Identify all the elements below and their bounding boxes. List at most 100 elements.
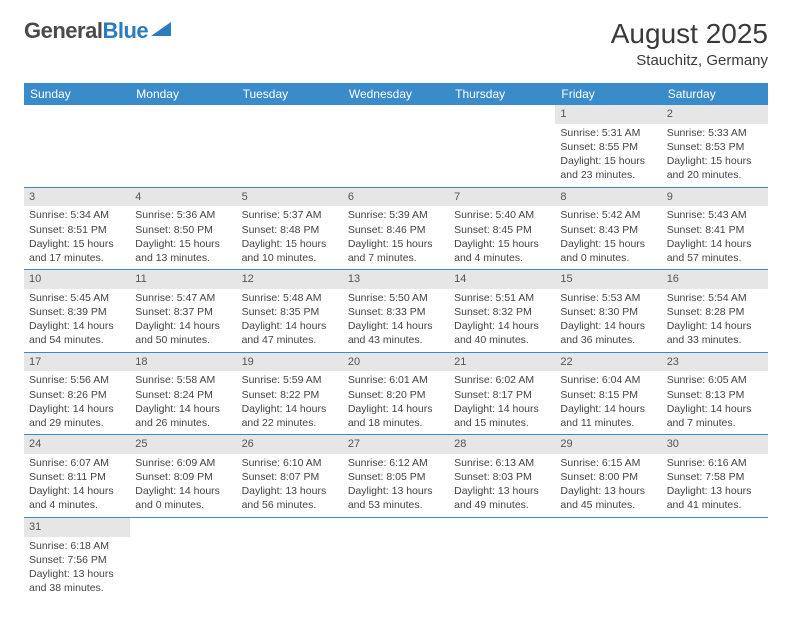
day-details: Sunrise: 5:33 AMSunset: 8:53 PMDaylight:… <box>662 124 768 187</box>
day-number: 24 <box>24 435 130 454</box>
day-number: 18 <box>130 353 236 372</box>
day-number: 7 <box>449 188 555 207</box>
sunset-line: Sunset: 8:51 PM <box>29 223 125 237</box>
title-block: August 2025 Stauchitz, Germany <box>611 18 768 69</box>
day-cell: 21Sunrise: 6:02 AMSunset: 8:17 PMDayligh… <box>449 352 555 435</box>
day-number: 27 <box>343 435 449 454</box>
day-number: 23 <box>662 353 768 372</box>
sunset-line: Sunset: 8:32 PM <box>454 305 550 319</box>
day-details: Sunrise: 6:07 AMSunset: 8:11 PMDaylight:… <box>24 454 130 517</box>
sunrise-line: Sunrise: 5:50 AM <box>348 291 444 305</box>
day-details: Sunrise: 5:51 AMSunset: 8:32 PMDaylight:… <box>449 289 555 352</box>
daylight-line: Daylight: 14 hours and 33 minutes. <box>667 319 763 347</box>
month-title: August 2025 <box>611 18 768 50</box>
calendar-row: 10Sunrise: 5:45 AMSunset: 8:39 PMDayligh… <box>24 270 768 353</box>
sunset-line: Sunset: 8:05 PM <box>348 470 444 484</box>
sunrise-line: Sunrise: 5:47 AM <box>135 291 231 305</box>
day-cell: 13Sunrise: 5:50 AMSunset: 8:33 PMDayligh… <box>343 270 449 353</box>
sunrise-line: Sunrise: 6:12 AM <box>348 456 444 470</box>
day-cell: 19Sunrise: 5:59 AMSunset: 8:22 PMDayligh… <box>237 352 343 435</box>
sunrise-line: Sunrise: 5:48 AM <box>242 291 338 305</box>
sunset-line: Sunset: 8:24 PM <box>135 388 231 402</box>
sunrise-line: Sunrise: 6:09 AM <box>135 456 231 470</box>
sunrise-line: Sunrise: 6:05 AM <box>667 373 763 387</box>
day-number: 21 <box>449 353 555 372</box>
day-number: 25 <box>130 435 236 454</box>
daylight-line: Daylight: 15 hours and 13 minutes. <box>135 237 231 265</box>
day-cell: 22Sunrise: 6:04 AMSunset: 8:15 PMDayligh… <box>555 352 661 435</box>
day-details: Sunrise: 6:16 AMSunset: 7:58 PMDaylight:… <box>662 454 768 517</box>
day-number: 9 <box>662 188 768 207</box>
day-cell: 8Sunrise: 5:42 AMSunset: 8:43 PMDaylight… <box>555 187 661 270</box>
day-cell: 1Sunrise: 5:31 AMSunset: 8:55 PMDaylight… <box>555 105 661 187</box>
sunrise-line: Sunrise: 6:16 AM <box>667 456 763 470</box>
day-details: Sunrise: 5:37 AMSunset: 8:48 PMDaylight:… <box>237 206 343 269</box>
daylight-line: Daylight: 14 hours and 54 minutes. <box>29 319 125 347</box>
day-details: Sunrise: 5:31 AMSunset: 8:55 PMDaylight:… <box>555 124 661 187</box>
day-details: Sunrise: 6:01 AMSunset: 8:20 PMDaylight:… <box>343 371 449 434</box>
daylight-line: Daylight: 15 hours and 4 minutes. <box>454 237 550 265</box>
sunrise-line: Sunrise: 6:04 AM <box>560 373 656 387</box>
day-number: 2 <box>662 105 768 124</box>
sunset-line: Sunset: 8:22 PM <box>242 388 338 402</box>
daylight-line: Daylight: 14 hours and 29 minutes. <box>29 402 125 430</box>
daylight-line: Daylight: 14 hours and 15 minutes. <box>454 402 550 430</box>
logo-text-2: Blue <box>102 18 148 44</box>
daylight-line: Daylight: 13 hours and 45 minutes. <box>560 484 656 512</box>
empty-cell <box>24 105 130 187</box>
calendar-table: SundayMondayTuesdayWednesdayThursdayFrid… <box>24 83 768 599</box>
daylight-line: Daylight: 13 hours and 38 minutes. <box>29 567 125 595</box>
weekday-header: Wednesday <box>343 83 449 105</box>
day-number: 10 <box>24 270 130 289</box>
sunset-line: Sunset: 8:00 PM <box>560 470 656 484</box>
day-details: Sunrise: 5:36 AMSunset: 8:50 PMDaylight:… <box>130 206 236 269</box>
weekday-header: Monday <box>130 83 236 105</box>
day-number: 26 <box>237 435 343 454</box>
day-details: Sunrise: 6:12 AMSunset: 8:05 PMDaylight:… <box>343 454 449 517</box>
sunrise-line: Sunrise: 5:34 AM <box>29 208 125 222</box>
day-details: Sunrise: 5:53 AMSunset: 8:30 PMDaylight:… <box>555 289 661 352</box>
daylight-line: Daylight: 14 hours and 18 minutes. <box>348 402 444 430</box>
empty-cell <box>237 517 343 599</box>
sunrise-line: Sunrise: 6:07 AM <box>29 456 125 470</box>
day-number: 20 <box>343 353 449 372</box>
daylight-line: Daylight: 15 hours and 23 minutes. <box>560 154 656 182</box>
sunrise-line: Sunrise: 5:54 AM <box>667 291 763 305</box>
day-cell: 25Sunrise: 6:09 AMSunset: 8:09 PMDayligh… <box>130 435 236 518</box>
day-number: 5 <box>237 188 343 207</box>
daylight-line: Daylight: 15 hours and 7 minutes. <box>348 237 444 265</box>
sunset-line: Sunset: 8:35 PM <box>242 305 338 319</box>
calendar-row: 24Sunrise: 6:07 AMSunset: 8:11 PMDayligh… <box>24 435 768 518</box>
empty-cell <box>130 105 236 187</box>
day-details: Sunrise: 6:10 AMSunset: 8:07 PMDaylight:… <box>237 454 343 517</box>
sunset-line: Sunset: 8:43 PM <box>560 223 656 237</box>
sunset-line: Sunset: 8:50 PM <box>135 223 231 237</box>
day-details: Sunrise: 5:58 AMSunset: 8:24 PMDaylight:… <box>130 371 236 434</box>
empty-cell <box>449 517 555 599</box>
day-cell: 4Sunrise: 5:36 AMSunset: 8:50 PMDaylight… <box>130 187 236 270</box>
day-details: Sunrise: 5:54 AMSunset: 8:28 PMDaylight:… <box>662 289 768 352</box>
day-cell: 5Sunrise: 5:37 AMSunset: 8:48 PMDaylight… <box>237 187 343 270</box>
day-details: Sunrise: 5:42 AMSunset: 8:43 PMDaylight:… <box>555 206 661 269</box>
sail-icon <box>151 18 173 44</box>
sunrise-line: Sunrise: 6:01 AM <box>348 373 444 387</box>
sunrise-line: Sunrise: 5:51 AM <box>454 291 550 305</box>
day-cell: 17Sunrise: 5:56 AMSunset: 8:26 PMDayligh… <box>24 352 130 435</box>
sunrise-line: Sunrise: 5:40 AM <box>454 208 550 222</box>
location: Stauchitz, Germany <box>611 52 768 69</box>
day-details: Sunrise: 5:45 AMSunset: 8:39 PMDaylight:… <box>24 289 130 352</box>
weekday-header: Sunday <box>24 83 130 105</box>
day-details: Sunrise: 6:09 AMSunset: 8:09 PMDaylight:… <box>130 454 236 517</box>
calendar-row: 31Sunrise: 6:18 AMSunset: 7:56 PMDayligh… <box>24 517 768 599</box>
sunset-line: Sunset: 8:13 PM <box>667 388 763 402</box>
day-number: 1 <box>555 105 661 124</box>
sunset-line: Sunset: 8:09 PM <box>135 470 231 484</box>
day-cell: 24Sunrise: 6:07 AMSunset: 8:11 PMDayligh… <box>24 435 130 518</box>
weekday-header: Friday <box>555 83 661 105</box>
empty-cell <box>662 517 768 599</box>
empty-cell <box>555 517 661 599</box>
sunrise-line: Sunrise: 5:39 AM <box>348 208 444 222</box>
day-number: 12 <box>237 270 343 289</box>
day-cell: 11Sunrise: 5:47 AMSunset: 8:37 PMDayligh… <box>130 270 236 353</box>
day-number: 17 <box>24 353 130 372</box>
